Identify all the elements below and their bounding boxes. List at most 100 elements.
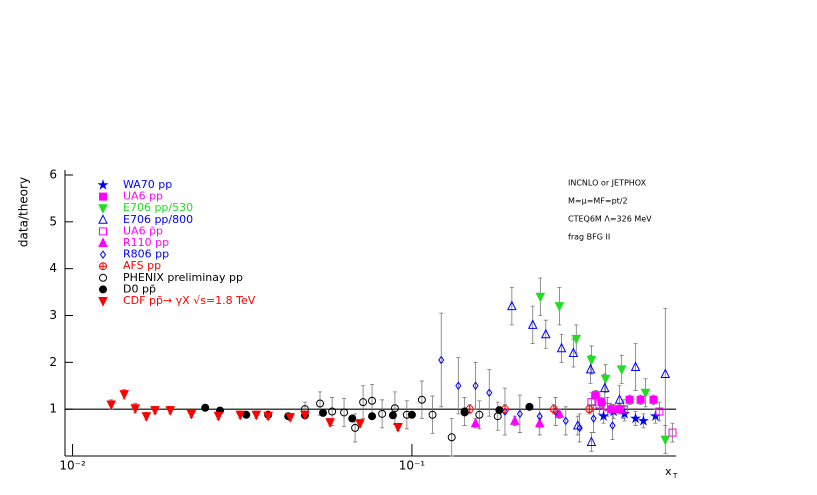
marker: [636, 395, 645, 404]
error-bar: [530, 305, 535, 344]
marker: [576, 423, 583, 433]
marker-part: [585, 405, 593, 413]
marker: [507, 300, 517, 311]
marker: [119, 390, 130, 400]
marker: [351, 423, 360, 432]
marker: [486, 388, 493, 398]
legend-label: E706 pp/800: [123, 213, 193, 226]
marker: [640, 388, 651, 399]
marker: [99, 250, 107, 259]
error-bar: [477, 400, 482, 430]
legend-label: UA6 p̄p: [123, 224, 163, 237]
marker: [428, 410, 437, 419]
legend-label: E706 pp/530: [123, 201, 193, 214]
marker: [649, 395, 658, 404]
marker: [319, 408, 328, 417]
marker: [516, 409, 523, 419]
marker: [235, 410, 246, 421]
legend-label: D0 pp̄: [123, 282, 156, 295]
marker: [603, 402, 612, 411]
marker: [359, 398, 368, 407]
marker: [141, 412, 152, 422]
error-bar: [657, 401, 662, 422]
marker: [616, 365, 627, 375]
marker: [629, 412, 642, 424]
error-bar: [439, 312, 444, 408]
error-bar: [449, 418, 454, 457]
error-bar: [509, 287, 514, 326]
annotation: frag BFG II: [568, 233, 610, 242]
marker: [355, 419, 365, 429]
marker: [99, 262, 107, 271]
marker: [447, 433, 456, 442]
marker: [597, 410, 610, 421]
marker: [590, 414, 597, 423]
marker: [495, 406, 504, 415]
marker: [571, 334, 582, 345]
error-bar: [487, 368, 492, 417]
legend-label: WA70 pp: [123, 178, 172, 191]
error-bar: [577, 413, 582, 443]
marker: [368, 396, 377, 405]
error-bar: [380, 399, 385, 429]
marker: [597, 398, 606, 407]
marker: [213, 411, 224, 422]
marker: [472, 381, 479, 391]
marker: [393, 422, 403, 433]
marker: [106, 400, 117, 411]
error-bar: [419, 380, 424, 419]
y-tick-label: 2: [49, 355, 57, 369]
marker: [348, 414, 357, 423]
legend-label: CDF pp̄→ γX √s=1.8 TeV: [123, 294, 256, 307]
marker: [98, 237, 108, 247]
error-bar: [537, 397, 542, 436]
marker: [549, 405, 558, 414]
marker: [600, 374, 611, 385]
error-bar: [559, 333, 564, 363]
legend-label: R110 pp: [123, 236, 169, 249]
error-bar: [563, 406, 568, 436]
error-bar: [392, 391, 397, 426]
marker: [660, 435, 671, 446]
error-bar: [663, 308, 668, 441]
error-bar: [430, 395, 435, 434]
marker: [455, 381, 462, 391]
marker: [637, 415, 649, 426]
error-bar: [553, 397, 558, 426]
marker: [586, 436, 597, 446]
marker: [556, 342, 567, 353]
marker: [340, 408, 349, 417]
error-bar: [575, 415, 580, 436]
error-bar: [473, 361, 478, 410]
marker: [378, 409, 387, 418]
legend-label: UA6 pp: [123, 190, 163, 203]
marker: [568, 347, 579, 357]
marker: [534, 417, 545, 428]
marker: [150, 406, 160, 416]
x-tick-label: 10⁻²: [59, 459, 86, 473]
y-tick-label: 6: [49, 168, 57, 182]
marker: [316, 399, 325, 408]
marker: [630, 361, 641, 372]
marker: [586, 355, 597, 366]
marker: [475, 410, 484, 419]
marker: [438, 355, 445, 365]
marker: [368, 412, 377, 421]
marker: [328, 407, 337, 416]
marker: [165, 406, 176, 416]
marker: [98, 214, 108, 224]
error-bar: [670, 422, 675, 443]
marker: [470, 417, 481, 428]
marker: [615, 405, 624, 414]
marker: [554, 408, 565, 418]
marker: [130, 404, 141, 414]
legend-label: PHENIX preliminay pp: [123, 271, 243, 284]
marker: [591, 391, 600, 400]
marker: [625, 395, 634, 404]
marker: [201, 403, 210, 412]
marker: [417, 395, 426, 404]
marker: [619, 405, 628, 414]
marker: [460, 408, 469, 417]
marker: [540, 328, 551, 339]
